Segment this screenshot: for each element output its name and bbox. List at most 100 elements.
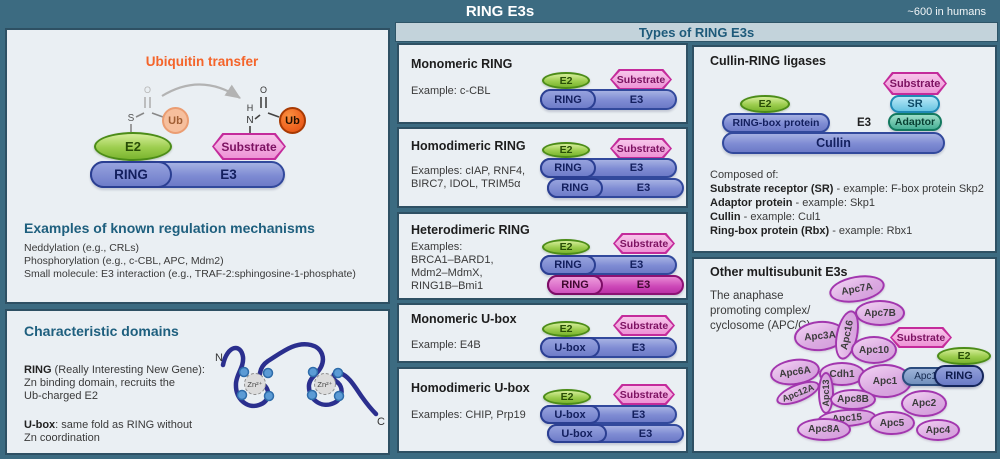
regulation-title: Examples of known regulation mechanisms — [24, 220, 315, 236]
hydrogen-label: H — [247, 103, 254, 113]
substrate-hexagon: Substrate — [613, 233, 675, 254]
count-note: ~600 in humans — [907, 6, 986, 18]
cullin-scaffold: Cullin — [722, 132, 945, 154]
e3-label: E3 — [220, 167, 237, 182]
component-name: Ring-box protein (Rbx) — [710, 225, 830, 237]
apc-subunit: Apc2 — [901, 390, 947, 417]
ring-e3-capsule: RING E3 — [540, 89, 677, 110]
ring-domain: RING — [547, 275, 603, 295]
ub-acceptor-label: Ub — [285, 114, 300, 127]
ring-domain: RING — [540, 255, 596, 275]
ring-label: RING — [114, 167, 148, 182]
apc-subunit: Apc8A — [797, 418, 851, 441]
ubox-e3-capsule: U-box E3 — [540, 405, 677, 424]
type-example: Examples: cIAP, RNF4, BIRC7, IDOL, TRIM5… — [411, 165, 526, 190]
substrate-hexagon: Substrate — [883, 72, 947, 95]
type-title: Homodimeric U-box — [411, 381, 530, 395]
ubox-domain: U-box — [540, 337, 600, 358]
ring-term: RING — [24, 364, 52, 376]
ring-domain: RING — [540, 158, 596, 178]
page-title: RING E3s — [465, 3, 535, 20]
ub-acceptor-circle: Ub — [279, 107, 306, 134]
e3-label: E3 — [856, 117, 872, 129]
type-box-heterodimeric-ring: Heterodimeric RING Examples: BRCA1–BARD1… — [397, 212, 688, 300]
ubox-domain: U-box — [540, 405, 600, 424]
type-title: Monomeric U-box — [411, 312, 517, 326]
apc-subunit: Apc5 — [869, 411, 915, 435]
ubox-definition: U-box: same fold as RING without Zn coor… — [24, 419, 193, 444]
apc-caption: The anaphase promoting complex/ cyclosom… — [710, 290, 811, 332]
zinc-label: Zn²⁺ — [247, 380, 262, 389]
sulfur-label: S — [128, 113, 135, 124]
e2-ellipse: E2 — [542, 142, 590, 158]
e2-ellipse: E2 — [542, 239, 590, 255]
coordination-residues — [236, 366, 345, 402]
substrate-hexagon: Substrate — [890, 327, 952, 348]
oxygen-label-right: O — [260, 85, 267, 95]
transfer-title: Ubiquitin transfer — [145, 54, 259, 69]
type-box-monomeric-ubox: Monomeric U-box Example: E4B E2 Substrat… — [397, 303, 688, 363]
ring-domain: RING — [540, 89, 596, 110]
type-box-homodimeric-ubox: Homodimeric U-box Examples: CHIP, Prp19 … — [397, 367, 688, 453]
composed-title: Composed of: — [710, 169, 779, 181]
zinc-ion — [244, 373, 266, 395]
ub-donor-label: Ub — [168, 114, 183, 127]
ubox-domain: U-box — [547, 424, 607, 443]
e2-ellipse: E2 — [740, 95, 790, 113]
ring-domain: RING — [547, 178, 603, 198]
ring-e3-capsule-partner: RING E3 — [547, 275, 684, 295]
e3-label: E3 — [629, 259, 644, 271]
crl-title: Cullin-RING ligases — [710, 54, 826, 68]
substrate-receptor: SR — [890, 95, 940, 113]
ub-donor-circle: Ub — [162, 107, 189, 134]
apc-subunit: Apc8B — [830, 389, 876, 410]
crl-component: Substrate receptor (SR) - example: F-box… — [710, 183, 984, 195]
type-example: Example: c-CBL — [411, 85, 491, 97]
e3-label: E3 — [636, 182, 651, 194]
cullin-ring-panel: Cullin-RING ligases Substrate SR E2 Adap… — [692, 45, 997, 253]
transfer-panel: Ubiquitin transfer O S O H — [5, 28, 390, 304]
n-terminus-label: N — [215, 352, 223, 364]
component-name: Cullin — [710, 211, 741, 223]
ring-domain: RING — [90, 161, 172, 188]
ring-e3-capsule: RING E3 — [540, 158, 677, 178]
chemistry-diagram: O S O H N — [128, 83, 280, 133]
crl-component: Adaptor protein - example: Skp1 — [710, 197, 876, 209]
regulation-item: Phosphorylation (e.g., c-CBL, APC, Mdm2) — [24, 255, 224, 267]
type-title: Homodimeric RING — [411, 139, 526, 153]
domains-panel: Characteristic domains RING (Really Inte… — [5, 309, 390, 455]
types-bar: Types of RING E3s — [395, 22, 998, 42]
e3-label: E3 — [636, 279, 651, 291]
multisubunit-panel: Other multisubunit E3s The anaphase prom… — [692, 257, 997, 453]
regulation-item: Neddylation (e.g., CRLs) — [24, 242, 139, 254]
type-title: Monomeric RING — [411, 57, 513, 71]
e3-label: E3 — [631, 341, 646, 354]
substrate-hexagon: Substrate — [613, 384, 675, 405]
apc-subunit: Apc13 — [818, 372, 834, 414]
substrate-hexagon: Substrate — [613, 315, 675, 336]
component-name: Adaptor protein — [710, 197, 793, 209]
ubox-e3-capsule: U-box E3 — [547, 424, 684, 443]
domains-title: Characteristic domains — [24, 323, 179, 339]
type-box-homodimeric-ring: Homodimeric RING Examples: cIAP, RNF4, B… — [397, 127, 688, 208]
e2-ellipse: E2 — [94, 132, 172, 161]
zinc-ion — [314, 373, 336, 395]
e3-label: E3 — [629, 93, 644, 106]
ubox-term: U-box — [24, 419, 56, 431]
type-example: Example: E4B — [411, 339, 481, 351]
zinc-label: Zn²⁺ — [317, 380, 332, 389]
apc-subunit: Apc7B — [855, 300, 905, 326]
adaptor-protein: Adaptor — [888, 113, 942, 131]
crl-component: Ring-box protein (Rbx) - example: Rbx1 — [710, 225, 913, 237]
apc11-label: Apc11 — [914, 371, 942, 382]
oxygen-label-left: O — [144, 85, 151, 95]
transfer-arrow — [161, 83, 241, 99]
type-title: Heterodimeric RING — [411, 223, 530, 237]
substrate-hexagon: Substrate — [610, 138, 672, 159]
apc-subunit: Apc10 — [851, 336, 897, 364]
nitrogen-label: N — [246, 115, 253, 126]
e2-ellipse: E2 — [542, 321, 590, 337]
ring-definition: RING (Really Interesting New Gene): Zn b… — [24, 364, 205, 402]
substrate-hexagon: Substrate — [610, 69, 672, 90]
